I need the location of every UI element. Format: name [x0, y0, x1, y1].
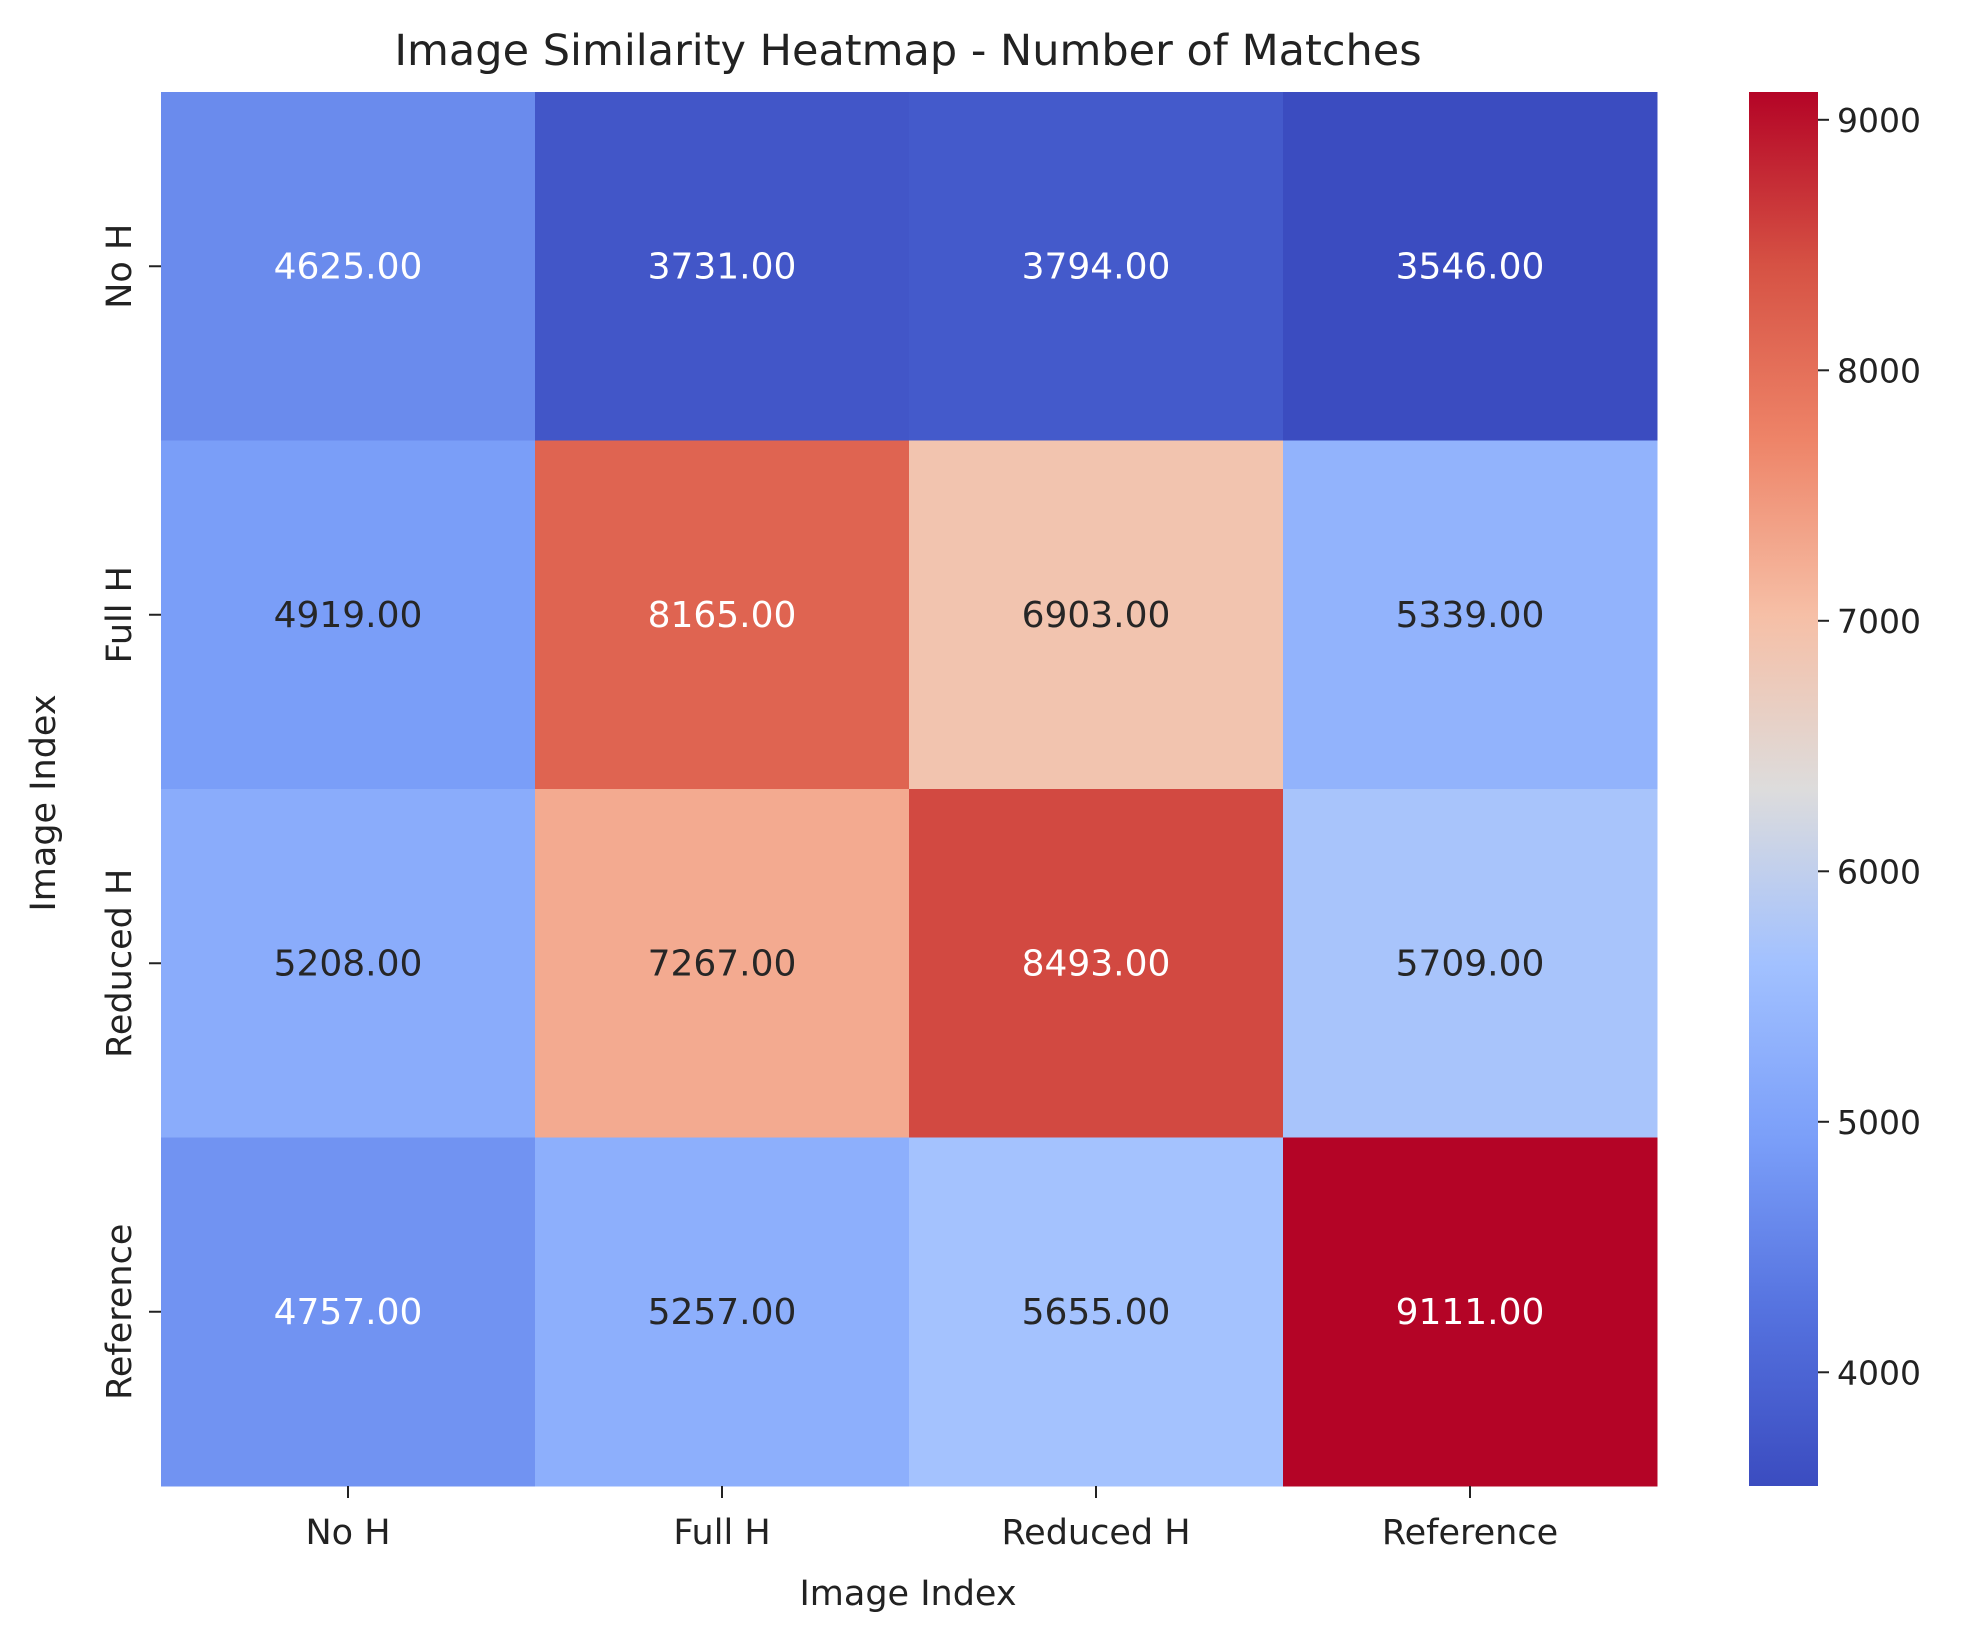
x-axis-ticks: No H Full H Reduced H Reference [305, 1486, 1558, 1553]
cell-value-label: 8165.00 [648, 595, 797, 636]
heatmap-cell [909, 440, 1284, 790]
heatmap-cell [161, 440, 536, 790]
cell-value-label: 3546.00 [1396, 246, 1545, 287]
heatmap-cells: 4625.00 3731.00 3794.00 3546.00 4919.00 8165.… [161, 92, 1658, 1487]
colorbar-tick-label: 9000 [1837, 101, 1921, 140]
cell-value-label: 3794.00 [1022, 246, 1171, 287]
cell-value-label: 6903.00 [1022, 595, 1171, 636]
cell-value-label: 4757.00 [274, 1292, 423, 1333]
heatmap-cell [535, 440, 910, 790]
colorbar-gradient [1749, 92, 1818, 1486]
cell-value-label: 5709.00 [1396, 943, 1545, 984]
cell-value-label: 5655.00 [1022, 1292, 1171, 1333]
heatmap-cell [161, 789, 536, 1138]
x-axis-label: Image Index [799, 1574, 1016, 1614]
cell-value-label: 5257.00 [648, 1292, 797, 1333]
y-tick-label: Reference [100, 1224, 140, 1400]
heatmap-cell [535, 1137, 910, 1487]
y-axis-label: Image Index [24, 694, 64, 911]
heatmap-cell [535, 92, 910, 441]
heatmap-cell [535, 789, 910, 1138]
colorbar-tick-label: 7000 [1837, 602, 1921, 641]
y-tick-label: Reduced H [100, 869, 140, 1058]
x-tick-label: Reduced H [1001, 1513, 1190, 1553]
y-axis-ticks: No H Full H Reduced H Reference [100, 224, 161, 1400]
colorbar: 4000 5000 6000 7000 8000 9000 [1749, 92, 1921, 1486]
cell-value-label: 3731.00 [648, 246, 797, 287]
cell-value-label: 5208.00 [274, 943, 423, 984]
colorbar-tick-label: 5000 [1837, 1103, 1921, 1142]
heatmap-cell [909, 789, 1284, 1138]
cell-value-label: 8493.00 [1022, 943, 1171, 984]
chart-title: Image Similarity Heatmap - Number of Mat… [394, 26, 1421, 76]
cell-value-label: 5339.00 [1396, 595, 1545, 636]
colorbar-tick-label: 6000 [1837, 852, 1921, 891]
heatmap-cell [1283, 789, 1658, 1138]
cell-value-label: 4919.00 [274, 595, 423, 636]
heatmap-cell [161, 1137, 536, 1487]
x-tick-label: Full H [673, 1513, 770, 1553]
heatmap-cell [909, 92, 1284, 441]
heatmap-cell [909, 1137, 1284, 1487]
heatmap-cell [1283, 1137, 1658, 1487]
x-tick-label: No H [305, 1513, 390, 1553]
cell-value-label: 7267.00 [648, 943, 797, 984]
heatmap-cell [161, 92, 536, 441]
y-tick-label: Full H [100, 566, 140, 663]
y-tick-label: No H [100, 224, 140, 309]
x-tick-label: Reference [1382, 1513, 1558, 1553]
heatmap-cell [1283, 92, 1658, 441]
cell-value-label: 4625.00 [274, 246, 423, 287]
colorbar-tick-label: 8000 [1837, 351, 1921, 390]
cell-value-label: 9111.00 [1396, 1292, 1545, 1333]
colorbar-tick-label: 4000 [1837, 1353, 1921, 1392]
colorbar-ticks: 4000 5000 6000 7000 8000 9000 [1818, 101, 1921, 1392]
heatmap-cell [1283, 440, 1658, 790]
